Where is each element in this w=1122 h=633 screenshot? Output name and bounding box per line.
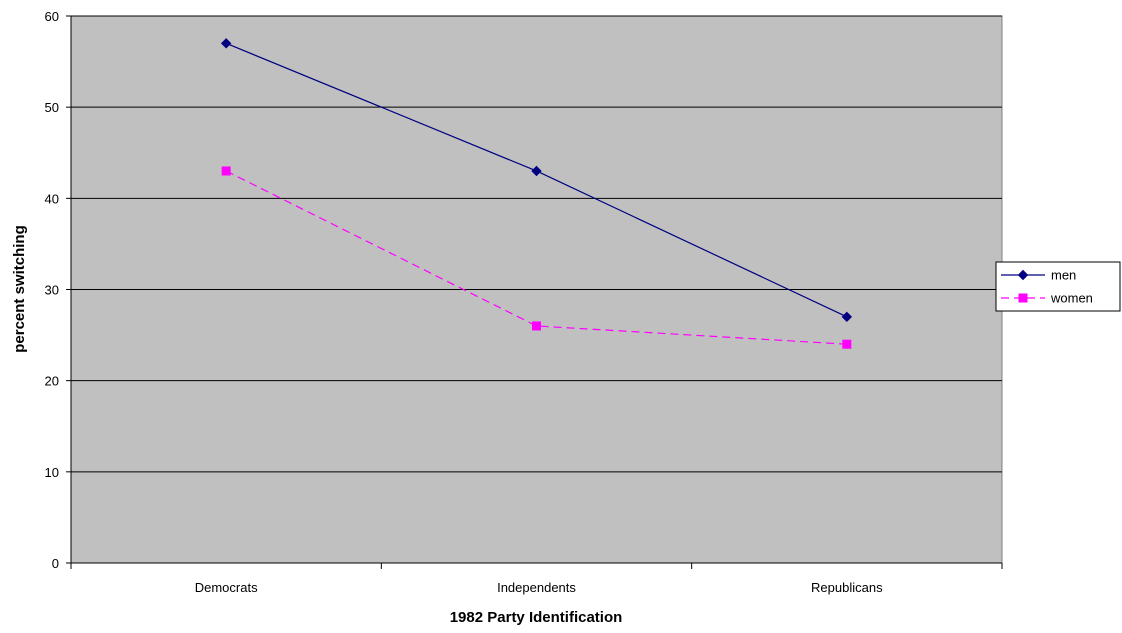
legend-marker [1018,293,1028,303]
y-tick-label: 20 [45,374,59,389]
y-tick-label: 10 [45,465,59,480]
y-tick-label: 60 [45,9,59,24]
x-tick-label: Republicans [811,580,883,595]
data-point-men-0 [220,38,232,49]
data-point-women-2 [842,339,852,349]
y-axis-title: percent switching [11,225,28,353]
y-tick-label: 0 [52,556,59,571]
gridlines [71,15,1002,473]
x-axis-title: 1982 Party Identification [450,609,623,626]
legend: men women [995,261,1121,312]
legend-label: men [1051,268,1076,283]
data-point-women-0 [221,166,231,176]
data-point-men-2 [841,311,853,323]
y-tick-label: 50 [45,100,59,115]
y-tick-label: 30 [45,283,59,298]
data-point-men-1 [531,165,542,177]
legend-marker [1017,269,1029,281]
data-point-women-1 [532,321,541,331]
legend-item-men: men [1001,268,1076,283]
y-axis-ticks: 0 10 20 30 40 50 60 [45,9,71,571]
x-axis-ticks: Democrats Independents Republicans [70,563,1003,595]
legend-label: women [1050,291,1093,306]
x-tick-label: Democrats [195,580,258,595]
legend-box [995,261,1121,312]
series-men [220,38,853,323]
y-tick-label: 40 [45,191,59,206]
legend-item-women: women [1001,291,1093,306]
series-women [221,166,852,349]
series-layer [220,38,853,349]
x-tick-label: Independents [497,580,576,595]
